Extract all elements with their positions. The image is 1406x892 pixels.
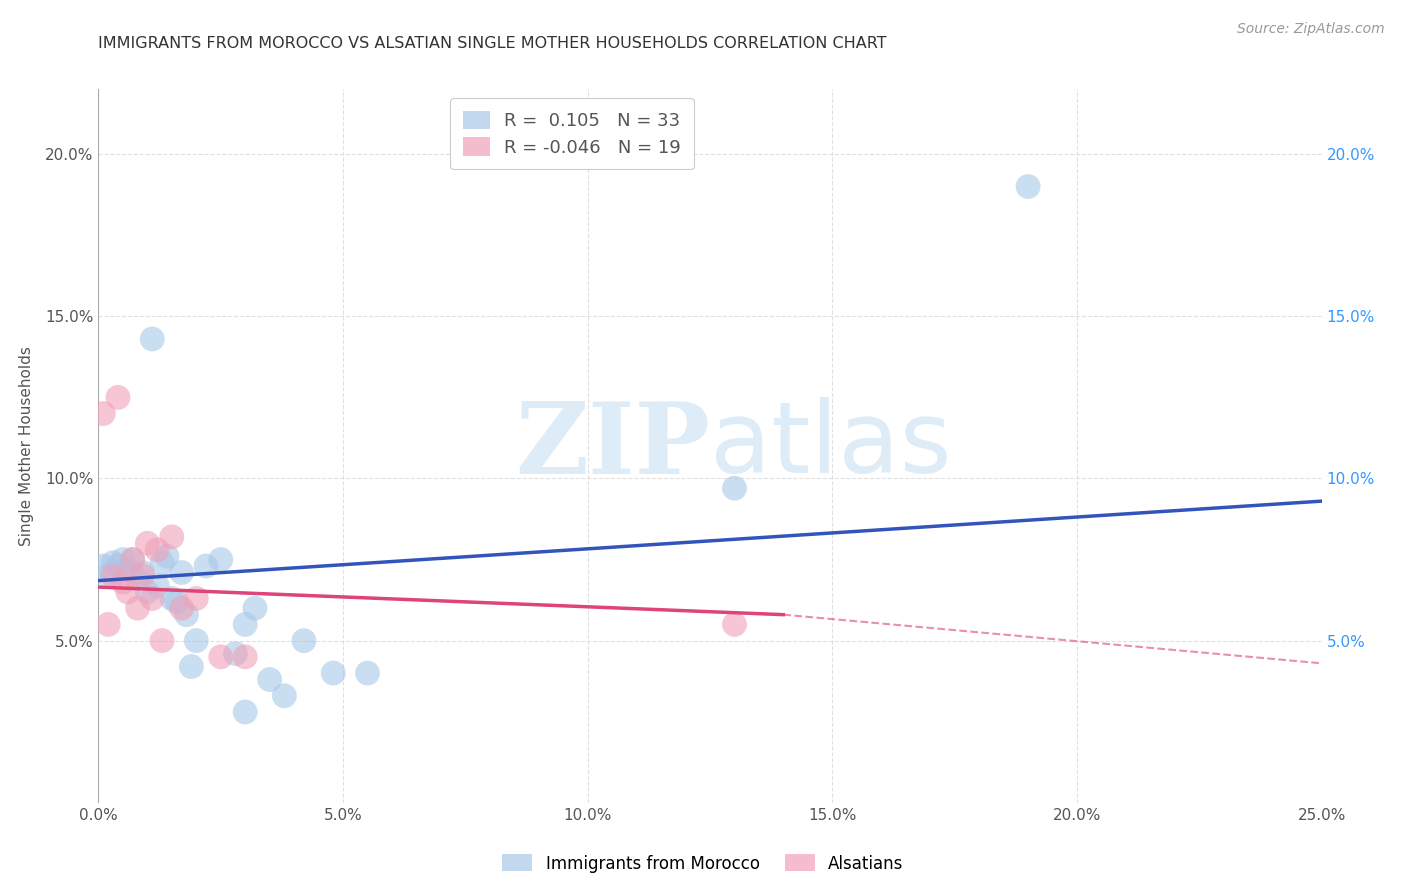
Point	[156, 549, 179, 564]
Text: atlas: atlas	[710, 398, 952, 494]
Point	[160, 591, 183, 606]
Point	[209, 649, 232, 664]
Point	[1017, 179, 1039, 194]
Point	[150, 556, 173, 570]
Point	[160, 530, 183, 544]
Point	[111, 575, 134, 590]
Point	[146, 542, 169, 557]
Point	[170, 601, 193, 615]
Point	[101, 568, 124, 582]
Point	[97, 617, 120, 632]
Point	[176, 607, 198, 622]
Point	[322, 666, 344, 681]
Point	[97, 568, 120, 582]
Point	[121, 552, 143, 566]
Point	[117, 562, 139, 576]
Point	[273, 689, 295, 703]
Point	[224, 647, 246, 661]
Legend: Immigrants from Morocco, Alsatians: Immigrants from Morocco, Alsatians	[496, 847, 910, 880]
Point	[101, 556, 124, 570]
Point	[117, 585, 139, 599]
Point	[107, 559, 129, 574]
Text: IMMIGRANTS FROM MOROCCO VS ALSATIAN SINGLE MOTHER HOUSEHOLDS CORRELATION CHART: IMMIGRANTS FROM MOROCCO VS ALSATIAN SING…	[98, 36, 887, 51]
Point	[127, 601, 149, 615]
Point	[723, 481, 745, 495]
Point	[723, 617, 745, 632]
Point	[111, 552, 134, 566]
Point	[356, 666, 378, 681]
Point	[107, 390, 129, 404]
Point	[150, 633, 173, 648]
Point	[259, 673, 281, 687]
Text: Source: ZipAtlas.com: Source: ZipAtlas.com	[1237, 22, 1385, 37]
Point	[186, 591, 208, 606]
Point	[170, 566, 193, 580]
Legend: R =  0.105   N = 33, R = -0.046   N = 19: R = 0.105 N = 33, R = -0.046 N = 19	[450, 98, 693, 169]
Point	[180, 659, 202, 673]
Point	[233, 617, 256, 632]
Point	[292, 633, 315, 648]
Y-axis label: Single Mother Households: Single Mother Households	[20, 346, 34, 546]
Point	[233, 649, 256, 664]
Point	[121, 552, 143, 566]
Point	[146, 578, 169, 592]
Point	[243, 601, 266, 615]
Point	[186, 633, 208, 648]
Text: ZIP: ZIP	[515, 398, 710, 494]
Point	[131, 568, 153, 582]
Point	[91, 559, 114, 574]
Point	[141, 332, 163, 346]
Point	[127, 572, 149, 586]
Point	[141, 591, 163, 606]
Point	[136, 536, 159, 550]
Point	[91, 407, 114, 421]
Point	[195, 559, 218, 574]
Point	[209, 552, 232, 566]
Point	[166, 595, 188, 609]
Point	[136, 585, 159, 599]
Point	[131, 566, 153, 580]
Point	[233, 705, 256, 719]
